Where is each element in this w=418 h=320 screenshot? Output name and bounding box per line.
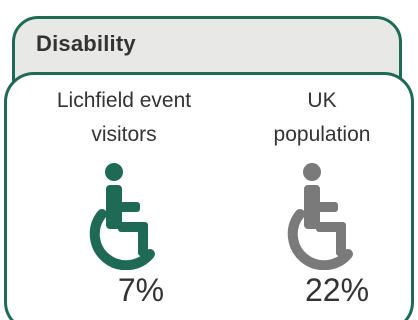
group-label: UK population <box>273 89 371 146</box>
group-lichfield-visitors: Lichfield event visitors <box>24 84 224 270</box>
wheelchair-icon <box>272 162 372 270</box>
wheelchair-icon <box>74 162 174 270</box>
group-uk-population: UK population <box>222 84 418 270</box>
percent-lichfield-visitors: 7% <box>117 272 165 308</box>
card-title: Disability <box>36 31 136 56</box>
percent-uk-population: 22% <box>304 272 370 308</box>
group-label: Lichfield event visitors <box>56 89 192 146</box>
content-card <box>4 72 414 320</box>
